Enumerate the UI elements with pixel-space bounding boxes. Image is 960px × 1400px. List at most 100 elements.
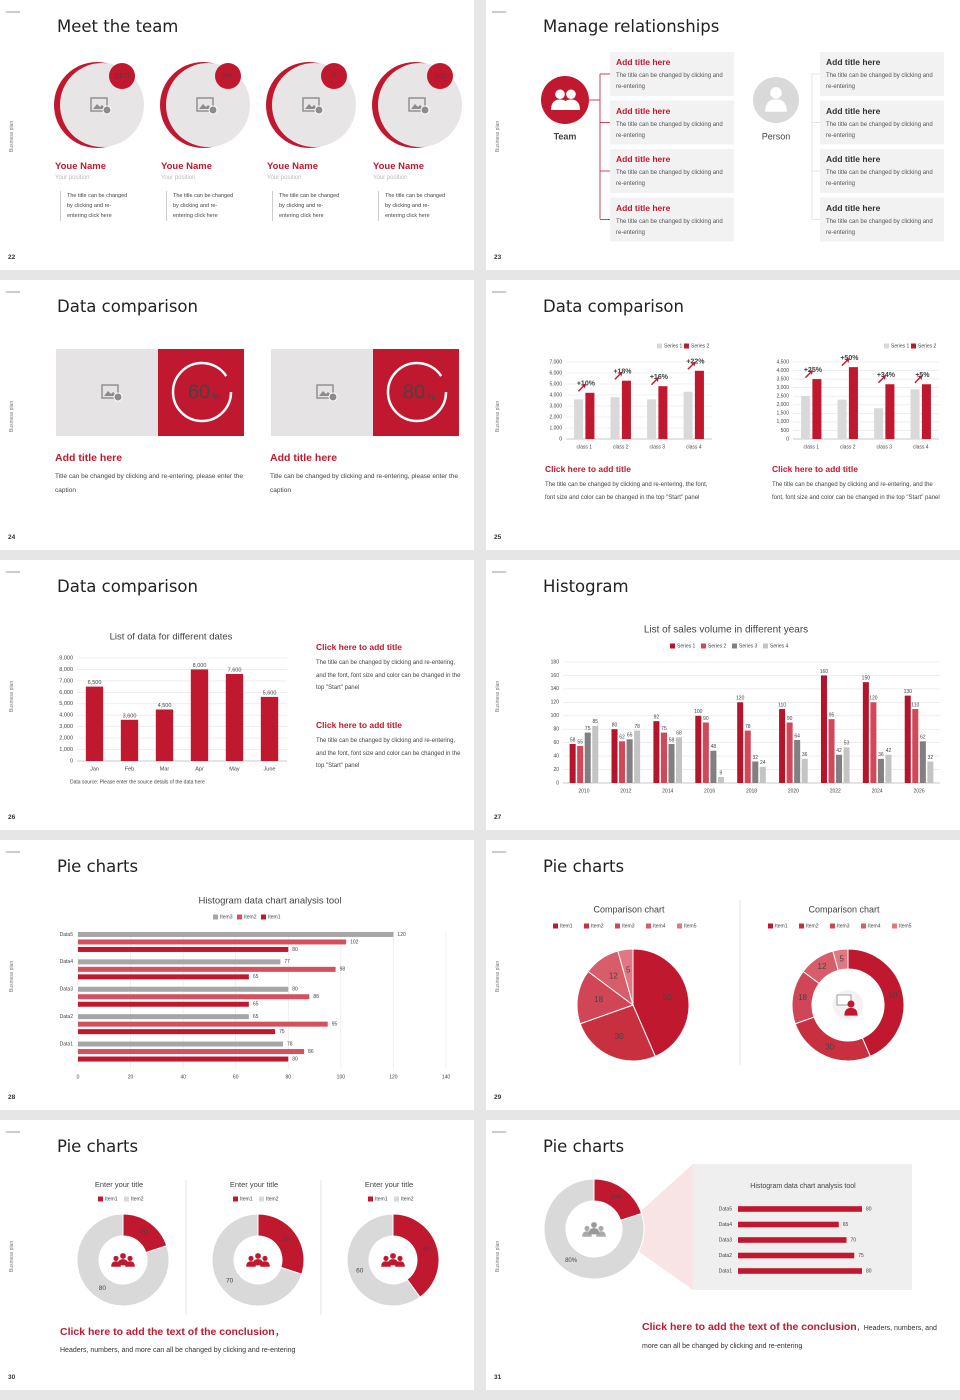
bar	[779, 709, 786, 783]
box-text: The title can be changed by clicking and…	[616, 121, 723, 139]
legend-label: Item1	[375, 1196, 388, 1202]
bar	[683, 391, 693, 439]
member-text: The title can be changed by clicking and…	[272, 191, 341, 221]
bar	[862, 682, 869, 783]
legend-swatch	[584, 923, 589, 929]
growth-label: +25%	[804, 367, 823, 374]
pie-slice	[847, 948, 905, 1058]
value-label: 78	[745, 724, 751, 730]
y-tick-label: Data2	[719, 1253, 733, 1259]
growth-label: +50%	[840, 355, 859, 362]
person-icon	[252, 1259, 264, 1266]
y-tick-label: 1,000	[549, 425, 562, 431]
y-tick-label: 180	[551, 659, 560, 665]
bar	[634, 730, 641, 783]
value-label: 58	[669, 737, 675, 743]
y-tick-label: Data1	[719, 1268, 733, 1274]
box-title: Add title here	[826, 202, 881, 213]
bar	[843, 747, 850, 783]
x-tick-label: 2026	[913, 788, 924, 794]
x-tick-label: class 3	[649, 444, 665, 450]
value-label: 4,500	[158, 703, 172, 709]
person-icon	[120, 1253, 126, 1259]
page-number: 31	[494, 1374, 502, 1381]
bar	[85, 686, 104, 761]
value-label: 48	[711, 744, 717, 750]
pie-slice	[579, 1004, 656, 1062]
value-label: 130	[904, 689, 913, 695]
x-tick-label: Apr	[195, 766, 204, 772]
legend-swatch	[237, 914, 242, 920]
person-icon	[588, 1228, 600, 1235]
bar	[738, 1206, 862, 1212]
value-label: 150	[862, 675, 871, 681]
legend-swatch	[768, 923, 773, 929]
growth-arrow	[877, 375, 886, 384]
box-text: The title can be changed by clicking and…	[616, 170, 723, 187]
slide-graphics: List of data for different dates 0 1,000 2,…	[6, 571, 287, 785]
bar	[737, 702, 744, 783]
growth-arrow	[687, 361, 696, 370]
y-tick-label: Data5	[719, 1206, 733, 1212]
page-number: 27	[494, 814, 502, 821]
value-label: 62	[920, 735, 926, 741]
value-label: 75	[279, 1029, 285, 1035]
image-icon	[104, 391, 117, 396]
x-tick-label: class 2	[840, 444, 856, 450]
legend-swatch	[763, 643, 768, 649]
slide-title: Data comparison	[57, 297, 198, 316]
box-title: Add title here	[826, 154, 881, 164]
bar	[611, 729, 618, 783]
bar	[660, 732, 667, 783]
y-tick-label: 1,000	[776, 419, 789, 425]
value-label: 80	[292, 947, 298, 953]
y-tick-label: 0	[559, 436, 562, 442]
side-label: Business plan	[495, 1240, 501, 1272]
value-label: 64	[794, 733, 800, 739]
slide-graphics: List of sales volume in different years S…	[492, 571, 940, 794]
note-text: The title can be changed by clicking and…	[316, 660, 461, 691]
note-title: Click here to add title	[316, 642, 402, 652]
y-tick-label: 2,000	[59, 736, 73, 742]
slide-title: Pie charts	[543, 857, 625, 876]
value-label: 9	[720, 770, 723, 776]
legend-label: Series 1	[677, 643, 696, 649]
bar	[653, 721, 660, 783]
image-icon	[302, 97, 320, 112]
legend-swatch	[615, 923, 620, 929]
bar	[694, 370, 704, 439]
badge-label: PR	[223, 73, 233, 80]
legend-swatch	[884, 343, 889, 349]
y-tick-label: 0	[70, 758, 73, 764]
legend-swatch	[368, 1196, 373, 1202]
value-label: 65	[843, 1222, 849, 1228]
page-number: 23	[494, 254, 502, 261]
bar	[738, 1221, 839, 1228]
side-label: Business plan	[9, 1240, 15, 1272]
bar	[738, 1268, 862, 1274]
bar	[78, 931, 394, 937]
slide-graphics: Series 1 Series 2 0 1,000 2,000 3,000 4,000 5,0…	[492, 291, 939, 450]
bar	[78, 939, 347, 945]
person-label: Person	[762, 131, 791, 141]
bar	[155, 709, 174, 761]
bar	[812, 379, 822, 439]
bar	[794, 739, 801, 783]
bar	[668, 744, 675, 783]
slice-label: 50	[889, 991, 898, 1000]
person-icon	[770, 87, 782, 99]
bar	[647, 399, 657, 439]
value-label: 86	[308, 1049, 314, 1055]
badge	[427, 63, 453, 89]
slide-title: Data comparison	[57, 577, 198, 596]
x-tick-label: class 2	[613, 444, 629, 450]
slide-graphics: Enter your title Item1 Item2 20 80 Enter your…	[6, 1131, 440, 1315]
legend-swatch	[553, 923, 558, 929]
legend-label: Series 1	[891, 343, 910, 349]
slice-label: 30	[615, 1032, 624, 1041]
slide-title: Pie charts	[543, 1137, 625, 1156]
x-tick-label: 140	[442, 1074, 451, 1080]
conclusion: Click here to add the text of the conclu…	[60, 1324, 285, 1339]
value-label: 80	[612, 723, 618, 729]
value-label: 120	[869, 696, 878, 702]
